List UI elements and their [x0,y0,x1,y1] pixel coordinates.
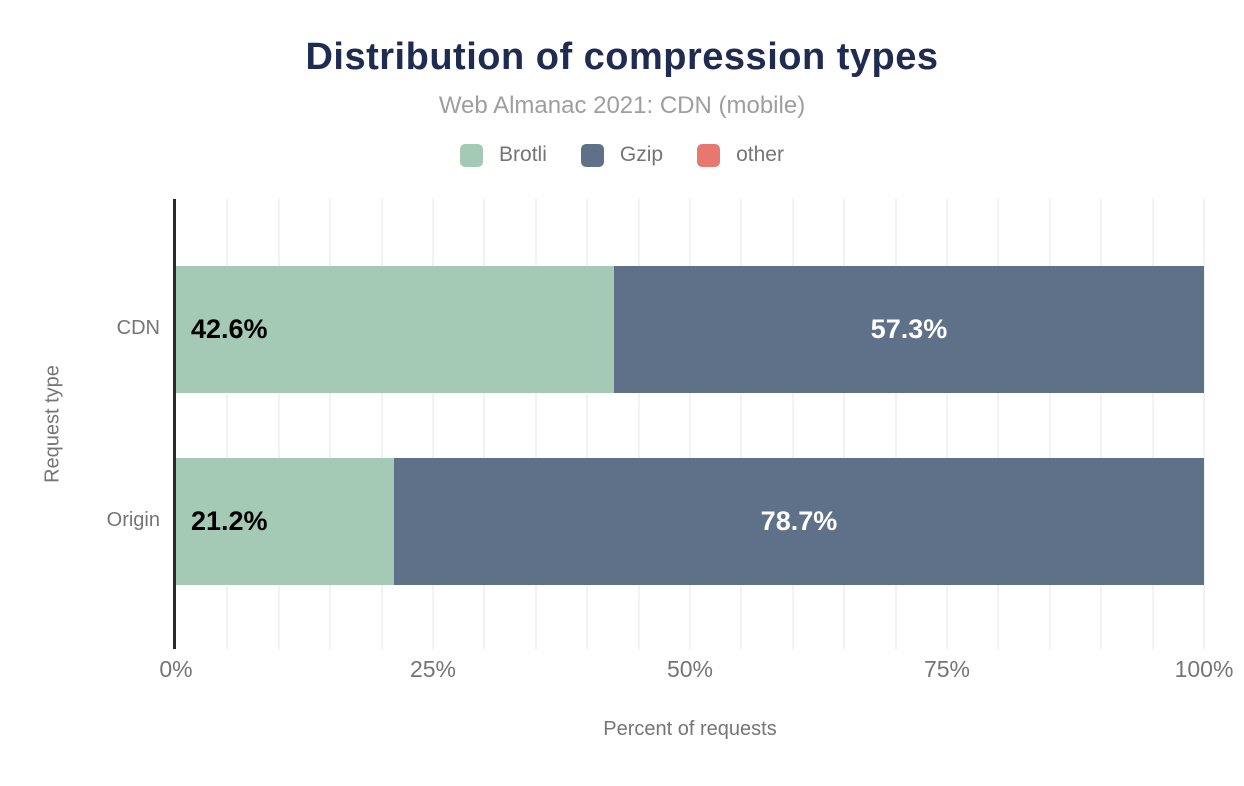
x-axis-title: Percent of requests [603,718,777,740]
x-tick-label: 25% [409,656,457,682]
x-tick-label: 50% [666,656,714,682]
bar-row: 21.2% 78.7% [176,458,1204,585]
x-axis-ticks: 0% 25% 50% 75% 100% [159,656,1233,684]
chart-title: Distribution of compression types [305,36,939,78]
bar-origin-brotli-segment[interactable]: 21.2% [176,458,394,585]
legend: Brotli Gzip other [0,143,1244,167]
gridlines [176,199,1205,649]
x-tick-label: 0% [159,656,193,682]
y-axis-title: Request type [41,365,64,483]
bar-row: 42.6% 57.3% [176,266,1204,393]
legend-item-other[interactable]: other [697,143,784,167]
bar-value-label: 57.3% [870,314,948,344]
bar-origin-gzip-segment[interactable]: 78.7% [393,458,1204,585]
chart-subtitle: Web Almanac 2021: CDN (mobile) [438,92,806,119]
other-swatch-icon [697,143,721,167]
y-axis-line [173,199,176,649]
category-label-origin: Origin [106,509,160,531]
bar-cdn-brotli-segment[interactable]: 42.6% [176,266,614,393]
x-tick-label: 75% [923,656,971,682]
legend-label: Gzip [619,143,664,166]
legend-item-brotli[interactable]: Brotli [460,143,547,167]
bar-value-label: 42.6% [191,314,268,344]
plot-area: 42.6% 57.3% 21.2% 78.7% [173,199,1205,649]
gzip-swatch-icon [580,143,604,167]
bar-cdn-gzip-segment[interactable]: 57.3% [613,266,1204,393]
category-label-cdn: CDN [116,317,160,339]
bar-value-label: 21.2% [191,506,268,536]
legend-item-gzip[interactable]: Gzip [580,143,664,167]
brotli-swatch-icon [460,143,484,167]
legend-label: other [736,143,784,166]
x-tick-label: 100% [1174,656,1234,682]
legend-label: Brotli [499,143,547,166]
bar-value-label: 78.7% [760,506,838,536]
